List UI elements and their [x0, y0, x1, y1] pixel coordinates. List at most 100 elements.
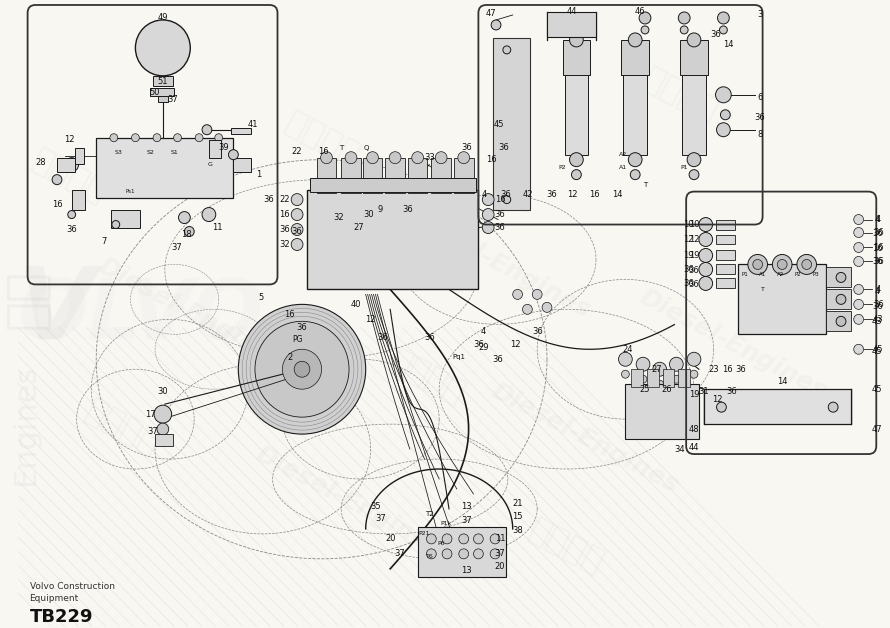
Text: S3: S3: [115, 150, 123, 155]
Text: 36: 36: [500, 190, 511, 199]
Bar: [826, 290, 851, 310]
Circle shape: [532, 290, 542, 300]
Bar: [716, 264, 735, 274]
Text: 10: 10: [689, 220, 700, 229]
Text: 12: 12: [712, 394, 723, 404]
Bar: [209, 139, 221, 158]
Text: 36: 36: [263, 195, 274, 204]
Text: V: V: [18, 263, 95, 360]
Text: 45: 45: [494, 120, 505, 129]
Text: 27: 27: [353, 223, 364, 232]
Text: 36: 36: [873, 257, 884, 266]
Circle shape: [184, 227, 194, 237]
Text: 36: 36: [67, 225, 77, 234]
Text: 39: 39: [218, 143, 229, 152]
Bar: [826, 311, 851, 332]
Text: 32: 32: [333, 213, 344, 222]
Circle shape: [699, 276, 713, 290]
Text: 51: 51: [158, 77, 168, 86]
Circle shape: [459, 534, 469, 544]
Circle shape: [699, 217, 713, 232]
Circle shape: [687, 352, 700, 366]
Circle shape: [719, 26, 727, 34]
Circle shape: [367, 152, 378, 164]
Text: P1: P1: [741, 272, 748, 277]
Text: 7: 7: [101, 237, 107, 246]
Circle shape: [490, 534, 500, 544]
Bar: [663, 369, 675, 387]
Text: 12: 12: [366, 315, 376, 324]
Text: G: G: [207, 162, 213, 167]
Text: 36: 36: [402, 205, 413, 214]
Circle shape: [699, 249, 713, 263]
Text: 41: 41: [247, 120, 258, 129]
Text: 9: 9: [377, 205, 383, 214]
Bar: [716, 220, 735, 229]
Text: TB229: TB229: [29, 608, 93, 625]
Text: 6: 6: [757, 94, 763, 102]
Text: 29: 29: [478, 343, 489, 352]
Circle shape: [797, 254, 816, 274]
Text: 37: 37: [495, 550, 506, 558]
Text: Diesel-Engines: Diesel-Engines: [94, 254, 290, 373]
Circle shape: [503, 46, 511, 54]
Text: 27: 27: [651, 365, 662, 374]
Text: 45: 45: [873, 345, 884, 354]
Text: 紫发动力: 紫发动力: [524, 512, 611, 578]
Circle shape: [179, 212, 190, 224]
Text: 50: 50: [150, 89, 160, 97]
Circle shape: [255, 322, 349, 417]
Text: Equipment: Equipment: [29, 594, 79, 604]
Text: A2: A2: [619, 152, 627, 157]
Text: 36: 36: [495, 223, 506, 232]
Text: 4: 4: [481, 190, 487, 199]
Text: 36: 36: [279, 225, 290, 234]
Text: 12: 12: [64, 135, 75, 144]
Text: 36: 36: [873, 300, 884, 309]
Circle shape: [854, 300, 863, 310]
Text: 24: 24: [622, 345, 633, 354]
Circle shape: [110, 134, 117, 142]
Text: 36: 36: [689, 266, 700, 275]
Text: 13: 13: [461, 502, 472, 511]
Circle shape: [854, 227, 863, 237]
Circle shape: [802, 259, 812, 269]
Bar: [621, 40, 649, 75]
Text: 19: 19: [689, 251, 700, 260]
Text: 26: 26: [661, 385, 672, 394]
Text: 31: 31: [699, 387, 709, 396]
Circle shape: [721, 110, 731, 120]
Circle shape: [459, 549, 469, 559]
Text: 36: 36: [873, 228, 884, 237]
Circle shape: [687, 153, 700, 166]
Text: 36: 36: [726, 387, 737, 396]
Text: 5: 5: [258, 293, 263, 302]
Circle shape: [680, 26, 688, 34]
Text: 8: 8: [757, 130, 763, 139]
Circle shape: [291, 193, 303, 205]
Text: 23: 23: [708, 365, 719, 374]
Bar: [363, 158, 383, 193]
Text: 12: 12: [510, 340, 521, 349]
Circle shape: [753, 259, 763, 269]
Text: 36: 36: [461, 143, 472, 152]
Circle shape: [482, 193, 494, 205]
Text: 4: 4: [876, 215, 881, 224]
Circle shape: [174, 134, 182, 142]
Bar: [623, 75, 647, 154]
Text: 16: 16: [495, 195, 506, 204]
Circle shape: [291, 224, 303, 236]
Circle shape: [154, 405, 172, 423]
Text: 36: 36: [532, 327, 543, 336]
Text: 紫发动力: 紫发动力: [79, 392, 166, 460]
Text: 36: 36: [736, 365, 747, 374]
Bar: [317, 158, 336, 193]
Text: P1k: P1k: [441, 521, 452, 526]
Text: 1: 1: [256, 170, 262, 179]
Text: 11: 11: [213, 223, 223, 232]
Text: P3: P3: [813, 272, 819, 277]
Text: Engines: Engines: [12, 365, 40, 485]
Circle shape: [503, 195, 511, 203]
Text: Diesel-Engines: Diesel-Engines: [487, 379, 683, 498]
Text: 紫发动力: 紫发动力: [27, 142, 113, 209]
